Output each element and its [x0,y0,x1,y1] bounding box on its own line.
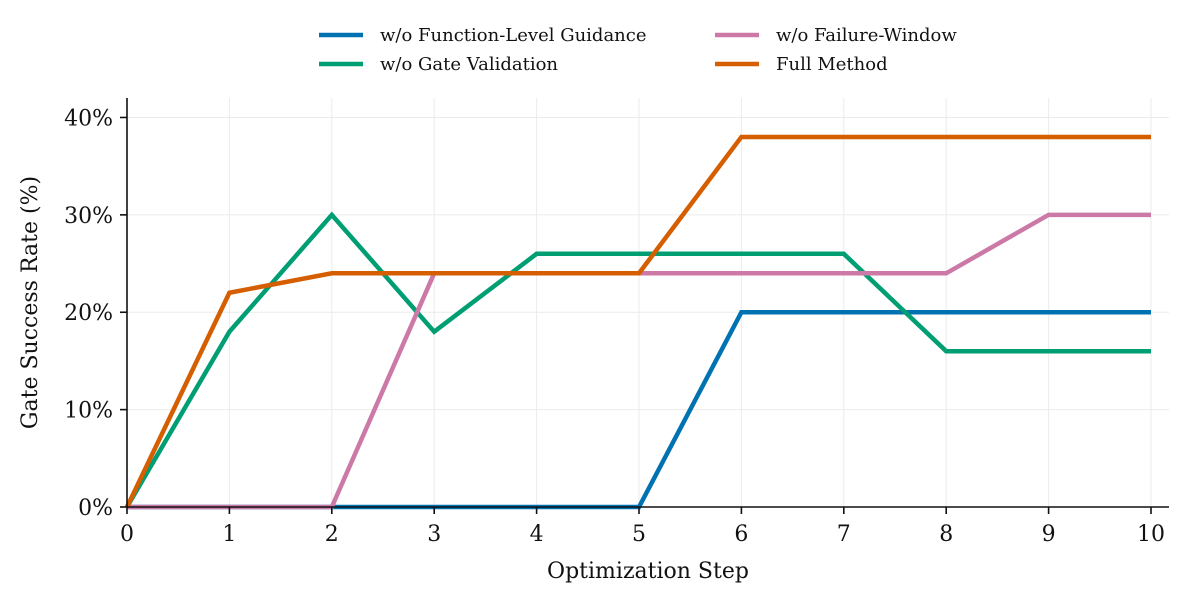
grid [126,98,1169,508]
y-tick-label: 0% [78,496,113,521]
series-line-1 [125,211,1151,509]
x-tick-label: 5 [632,522,646,547]
legend-label-1: w/o Gate Validation [380,54,558,75]
legend-label-2: w/o Failure-Window [776,25,957,46]
y-axis-title: Gate Success Rate (%) [18,176,43,429]
x-tick-label: 4 [530,522,544,547]
x-axis-title: Optimization Step [547,559,749,584]
x-tick-label: 10 [1137,522,1165,547]
y-tick-label: 40% [64,106,113,131]
x-tick-label: 3 [427,522,441,547]
x-tick-label: 0 [120,522,134,547]
x-tick-label: 6 [734,522,748,547]
legend: w/o Function-Level Guidance w/o Gate Vali… [319,25,957,75]
y-tick-label: 20% [64,301,113,326]
y-axis-ticks: 0% 10% 20% 30% 40% [64,106,127,521]
legend-label-0: w/o Function-Level Guidance [380,25,647,46]
y-tick-label: 10% [64,399,113,424]
x-tick-label: 2 [325,522,339,547]
axes [126,98,1169,508]
x-tick-label: 8 [939,522,953,547]
series-line-3 [124,134,1151,508]
x-axis-ticks: 0 1 2 3 4 5 6 7 8 9 10 [120,507,1165,547]
x-tick-label: 1 [222,522,236,547]
x-tick-label: 7 [837,522,851,547]
y-tick-label: 30% [64,204,113,229]
legend-label-3: Full Method [776,54,888,75]
x-tick-label: 9 [1042,522,1056,547]
